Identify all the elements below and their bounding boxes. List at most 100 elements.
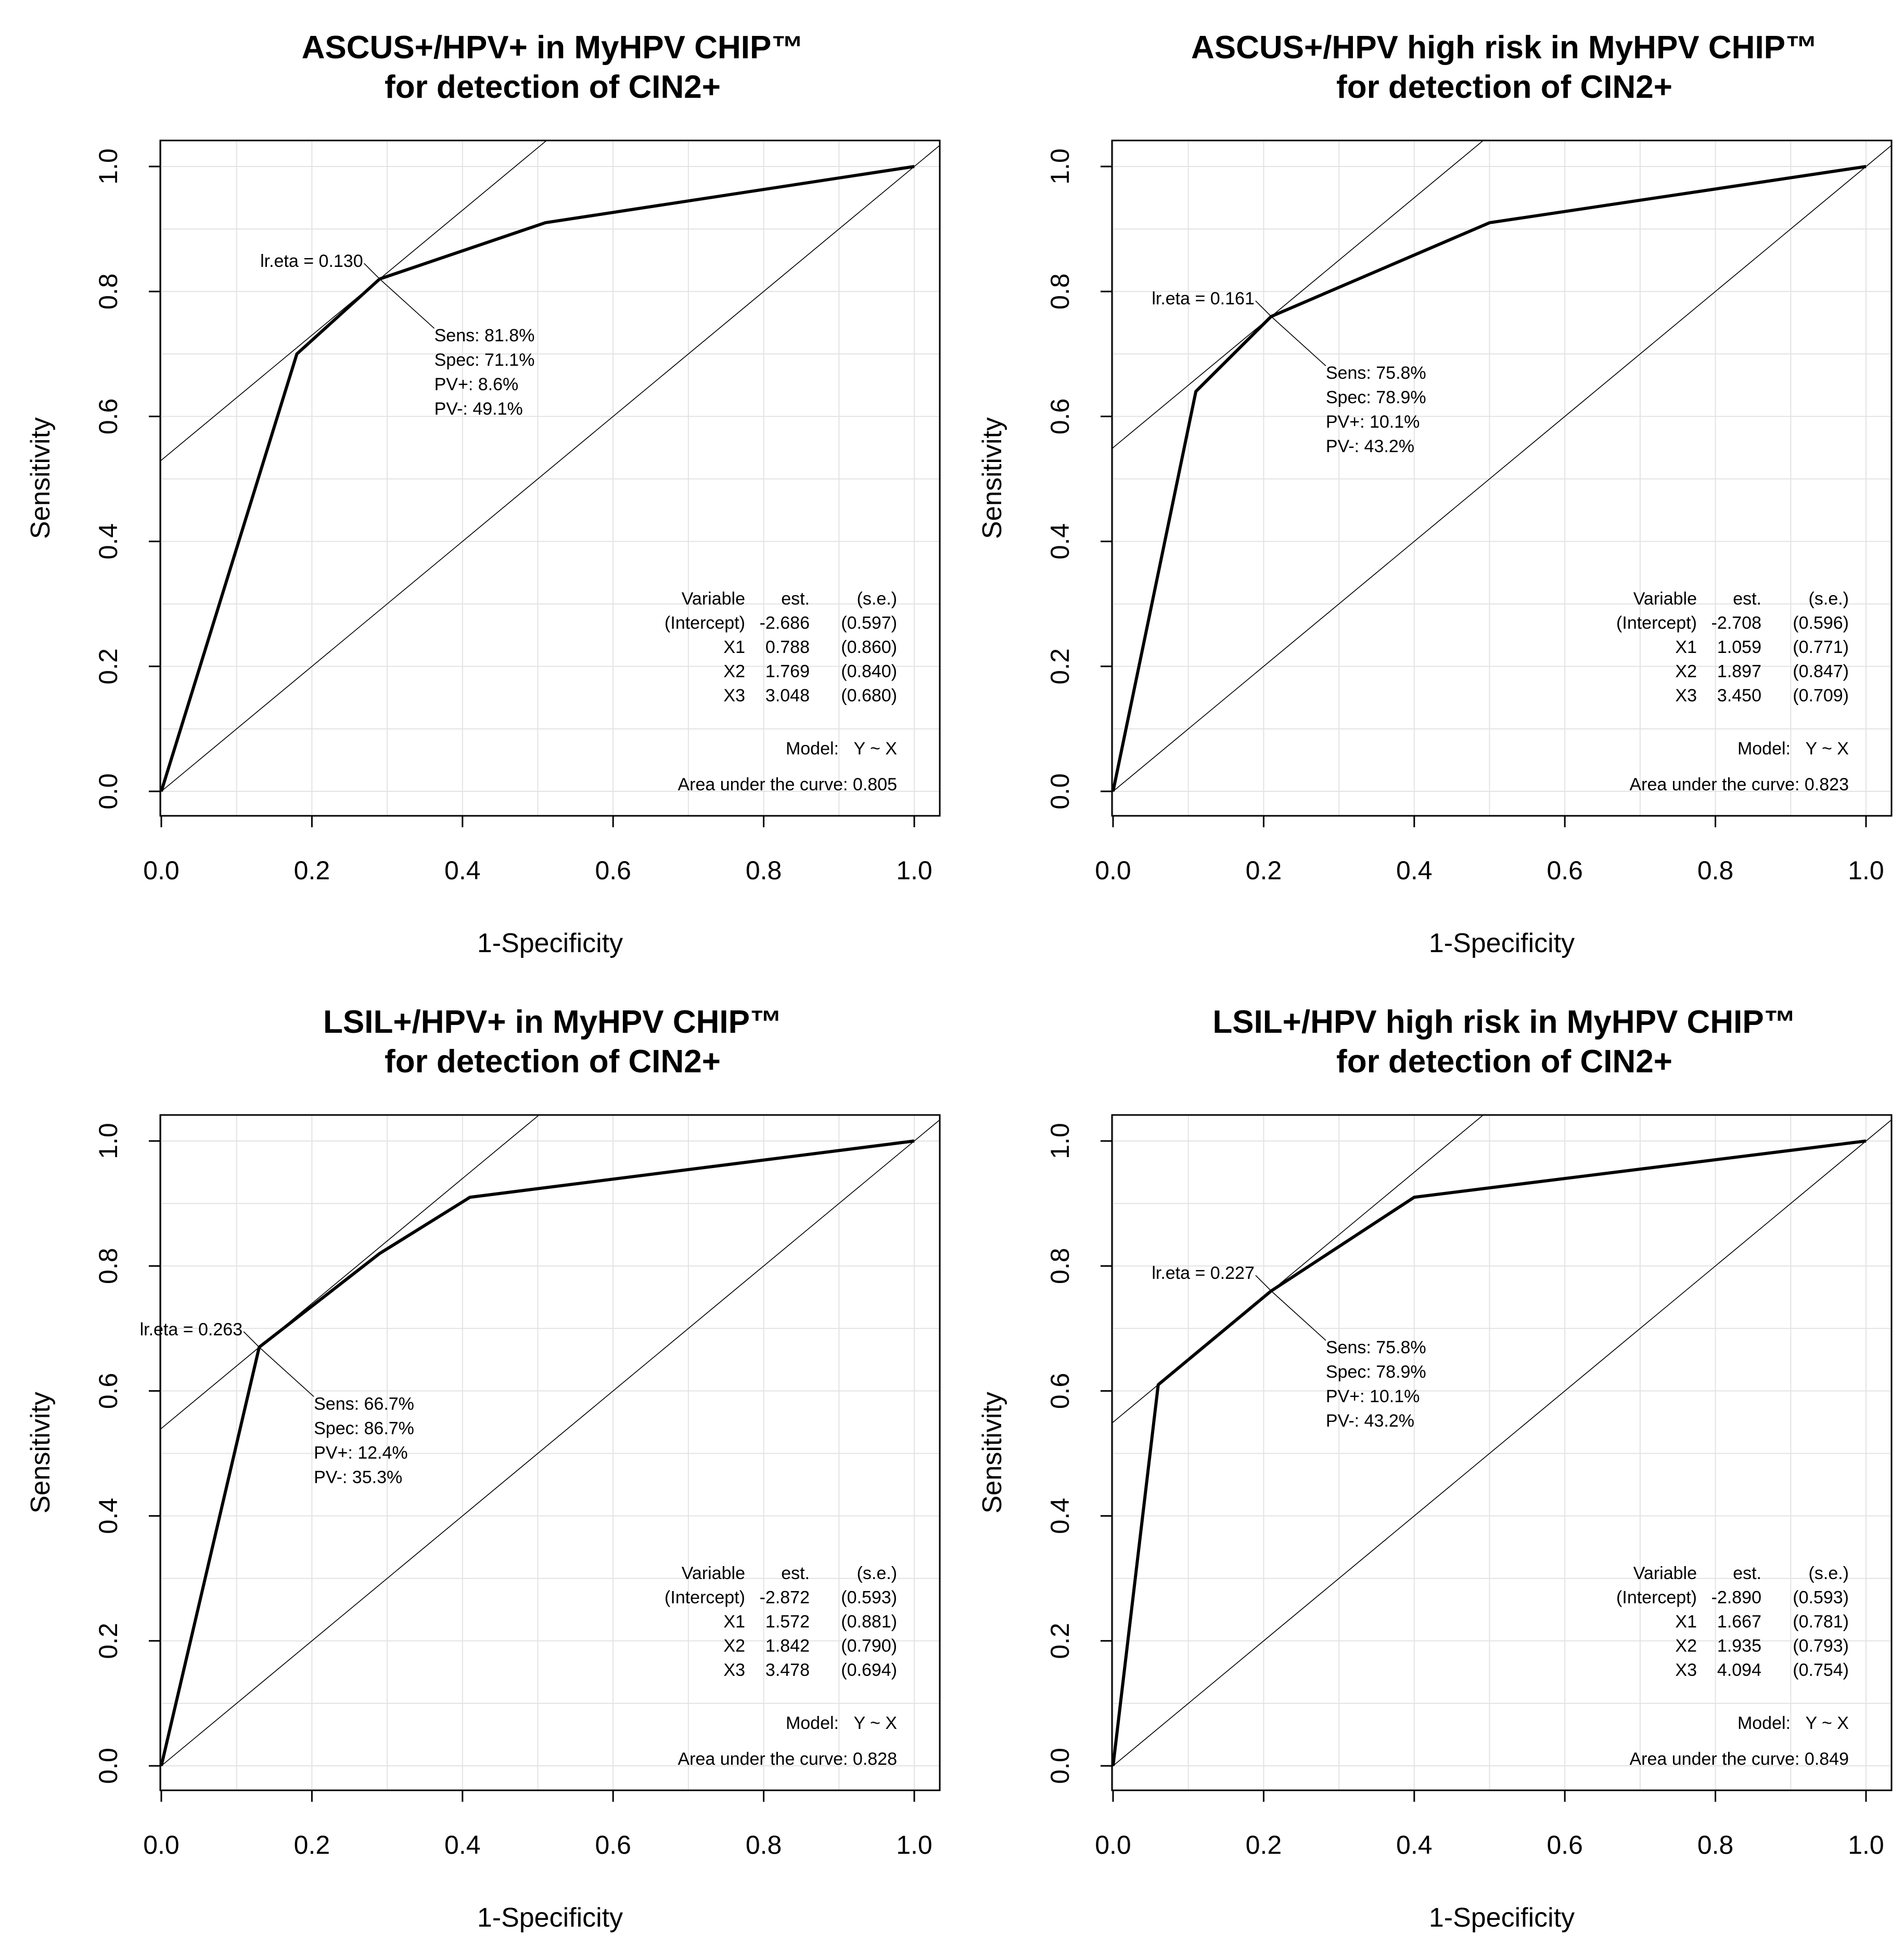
x-tick-label: 0.8 (746, 856, 782, 885)
chart-title-line: for detection of CIN2+ (1336, 1044, 1672, 1080)
x-tick-label: 0.8 (746, 1830, 782, 1860)
table-cell: (0.709) (1793, 686, 1849, 706)
table-header-cell: est. (1733, 1563, 1761, 1583)
plot-area (1112, 140, 1892, 793)
y-tick-label: 0.0 (94, 773, 123, 810)
y-tick-label: 0.4 (1045, 523, 1075, 560)
cutoff-stat: PV+: 8.6% (435, 375, 519, 394)
table-cell: (0.840) (841, 662, 897, 682)
x-axis-label: 1-Specificity (1429, 1903, 1575, 1933)
table-cell: X1 (723, 1612, 745, 1632)
model-label: Model: (1737, 739, 1791, 759)
table-cell: 4.094 (1717, 1660, 1761, 1680)
roc-panel-1: ASCUS+/HPV+ in MyHPV CHIP™ for detection … (0, 0, 952, 974)
x-tick-label: 0.4 (444, 1830, 481, 1860)
x-tick-label: 0.2 (1246, 856, 1282, 885)
auc-text: Area under the curve: 0.823 (1630, 775, 1849, 794)
table-cell: X3 (723, 1660, 745, 1680)
table-cell: (Intercept) (1616, 1588, 1697, 1608)
table-cell: (0.593) (841, 1588, 897, 1608)
cutoff-stat: Sens: 75.8% (1326, 1338, 1426, 1357)
chance-diagonal (160, 145, 940, 793)
y-tick-label: 1.0 (94, 1123, 123, 1159)
x-tick-label: 0.4 (1396, 856, 1433, 885)
cutoff-label: lr.eta = 0.227 (1152, 1263, 1255, 1283)
x-tick-label: 1.0 (1848, 856, 1884, 885)
table-cell: X2 (723, 1636, 745, 1656)
table-header-cell: est. (1733, 589, 1761, 609)
table-cell: (0.847) (1793, 662, 1849, 682)
x-tick-label: 0.0 (1095, 1830, 1131, 1860)
table-cell: 3.450 (1717, 686, 1761, 706)
table-header-cell: (s.e.) (857, 1563, 897, 1583)
y-tick-label: 0.6 (1045, 1373, 1075, 1409)
cutoff-label-leader (1255, 1275, 1272, 1291)
grid (160, 1115, 940, 1790)
auc-text: Area under the curve: 0.828 (678, 1749, 898, 1769)
chart-title-line: LSIL+/HPV high risk in MyHPV CHIP™ (1212, 1004, 1796, 1040)
model-formula: Y ~ X (1806, 1713, 1849, 1733)
cutoff-label: lr.eta = 0.130 (260, 251, 363, 271)
cutoff-stat: Spec: 71.1% (435, 350, 535, 370)
y-tick-label: 0.8 (1045, 273, 1075, 310)
cutoff-tangent-line (1112, 140, 1484, 449)
y-tick-label: 0.6 (94, 1373, 123, 1409)
chart-title-line: ASCUS+/HPV high risk in MyHPV CHIP™ (1191, 30, 1818, 66)
grid (160, 140, 940, 816)
chance-diagonal (1112, 1119, 1892, 1767)
table-cell: (0.881) (841, 1612, 897, 1632)
table-cell: 3.048 (765, 686, 810, 706)
table-header-cell: Variable (1633, 1563, 1697, 1583)
table-header-cell: est. (781, 589, 810, 609)
roc-panel-3: LSIL+/HPV+ in MyHPV CHIP™ for detection o… (0, 974, 952, 1949)
plot-frame (159, 139, 941, 817)
table-cell: (0.771) (1793, 637, 1849, 657)
y-axis-label: Sensitivity (977, 1392, 1007, 1514)
y-tick-label: 0.0 (1045, 1748, 1075, 1784)
model-formula: Y ~ X (854, 1713, 898, 1733)
x-tick-label: 0.6 (595, 1830, 631, 1860)
y-tick-label: 0.2 (94, 1623, 123, 1659)
table-cell: (0.860) (841, 637, 897, 657)
table-cell: (0.790) (841, 1636, 897, 1656)
cutoff-stat: PV-: 35.3% (314, 1467, 402, 1487)
plot-area (1112, 1115, 1892, 1767)
table-cell: (0.596) (1793, 613, 1849, 633)
x-axis-label: 1-Specificity (477, 1903, 623, 1933)
cutoff-stat: PV-: 43.2% (1326, 437, 1414, 456)
y-tick-label: 1.0 (1045, 1123, 1075, 1159)
x-tick-label: 0.4 (444, 856, 481, 885)
chart-title-line: for detection of CIN2+ (385, 1044, 721, 1080)
y-tick-label: 0.4 (94, 523, 123, 560)
table-header-cell: est. (781, 1563, 810, 1583)
x-tick-label: 0.4 (1396, 1830, 1433, 1860)
y-tick-label: 0.8 (94, 273, 123, 310)
y-tick-label: 0.2 (1045, 1623, 1075, 1659)
x-tick-label: 0.0 (143, 1830, 180, 1860)
table-cell: X2 (1675, 662, 1697, 682)
table-cell: (0.781) (1793, 1612, 1849, 1632)
y-tick-label: 0.6 (94, 399, 123, 435)
roc-panel-4: LSIL+/HPV high risk in MyHPV CHIP™ for de… (952, 974, 1903, 1949)
table-cell: -2.872 (760, 1588, 810, 1608)
table-header-cell: (s.e.) (1809, 1563, 1849, 1583)
x-axis-label: 1-Specificity (477, 928, 623, 958)
table-cell: (Intercept) (665, 1588, 745, 1608)
table-cell: 0.788 (765, 637, 810, 657)
cutoff-stats-leader (259, 1347, 314, 1397)
cutoff-stat: Sens: 66.7% (314, 1394, 414, 1414)
table-cell: 1.572 (765, 1612, 810, 1632)
x-tick-label: 0.2 (294, 856, 330, 885)
model-formula: Y ~ X (854, 739, 898, 759)
x-axis-label: 1-Specificity (1429, 928, 1575, 958)
x-tick-label: 1.0 (896, 1830, 932, 1860)
cutoff-stat: PV+: 10.1% (1326, 1387, 1420, 1406)
table-header-cell: (s.e.) (857, 589, 897, 609)
plot-area (160, 1115, 940, 1767)
cutoff-stat: Sens: 75.8% (1326, 363, 1426, 383)
grid (1112, 1115, 1892, 1790)
x-tick-label: 1.0 (896, 856, 932, 885)
cutoff-label: lr.eta = 0.161 (1152, 289, 1255, 309)
